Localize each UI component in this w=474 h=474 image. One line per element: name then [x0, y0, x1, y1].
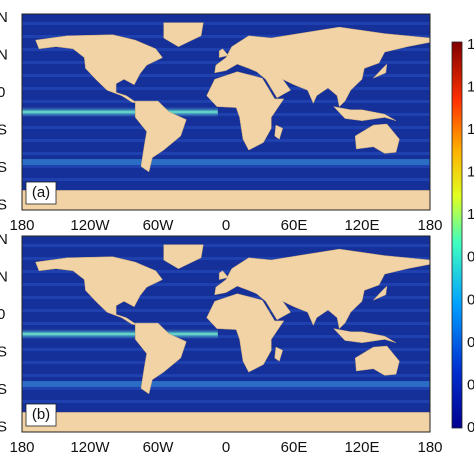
lon-label: 0: [222, 439, 230, 456]
landmass: [218, 270, 229, 280]
ocean-feature: [22, 361, 430, 364]
equatorial-band: [22, 328, 218, 340]
landmass: [332, 106, 397, 121]
lon-label: 180: [417, 439, 442, 456]
lat-label: 0: [0, 306, 5, 323]
lat-label: S: [0, 159, 7, 176]
panel-label: (b): [32, 406, 50, 423]
landmass: [354, 123, 400, 154]
landmass: [274, 124, 284, 140]
landmass: [206, 293, 285, 373]
landmass: [354, 345, 400, 376]
lon-label: 120W: [70, 217, 110, 234]
colorbar-label: 1: [467, 164, 474, 181]
landmass: [274, 346, 284, 362]
landmass: [163, 244, 204, 269]
ocean-feature: [22, 400, 430, 403]
ocean-feature: [22, 165, 430, 168]
lat-label: N: [0, 231, 8, 248]
lon-label: 60W: [143, 217, 175, 234]
equatorial-band: [22, 106, 218, 118]
ocean-feature: [22, 48, 430, 51]
landmass: [35, 34, 163, 104]
lon-label: 180: [417, 217, 442, 234]
landmass: [218, 48, 229, 58]
ocean-feature: [22, 22, 430, 25]
ocean-feature: [22, 348, 430, 351]
ocean-feature: [22, 178, 430, 181]
landmass: [373, 63, 388, 79]
landmass: [21, 190, 431, 211]
ocean-feature: [22, 270, 430, 273]
lon-label: 180: [9, 439, 34, 456]
colorbar-label: 1: [467, 206, 474, 223]
ocean-feature: [22, 35, 430, 38]
ocean-feature: [22, 374, 430, 377]
panel-label: (a): [32, 184, 50, 201]
landmass: [21, 412, 431, 433]
lat-label: S: [0, 196, 7, 213]
label-box: [25, 181, 57, 205]
lon-label: 120E: [344, 217, 379, 234]
ocean-feature: [22, 113, 430, 116]
lon-label: 120W: [70, 439, 110, 456]
ocean-feature: [22, 244, 430, 247]
lat-label: S: [0, 381, 7, 398]
lat-label: S: [0, 343, 7, 360]
panel-frame: [21, 235, 431, 433]
lon-label: 0: [222, 217, 230, 234]
landmass: [214, 248, 431, 330]
colorbar-labels: 1 1 1 1 1 0 0 0 0 0: [467, 36, 474, 436]
panel-frame: [21, 13, 431, 211]
ocean-feature: [22, 152, 430, 155]
colorbar-label: 1: [467, 36, 474, 53]
southern-band: [22, 159, 430, 166]
colorbar-label: 0: [467, 291, 474, 308]
lat-label: N: [0, 268, 8, 285]
landmass: [135, 322, 187, 395]
landmass: [135, 100, 187, 173]
ocean-feature: [22, 335, 430, 338]
colorbar-label: 0: [467, 249, 474, 266]
landmass: [206, 71, 285, 151]
ocean-feature: [22, 126, 430, 129]
colorbar-label: 1: [467, 121, 474, 138]
landmass: [332, 328, 397, 343]
colorbar: [451, 41, 463, 429]
southern-band: [22, 381, 430, 388]
lon-label: 120E: [344, 439, 379, 456]
label-box: [25, 403, 57, 427]
landmass: [163, 22, 204, 47]
landmass: [214, 26, 431, 108]
ocean-feature: [22, 139, 430, 142]
lon-label: 60W: [143, 439, 175, 456]
ocean-feature: [22, 257, 430, 260]
lat-label: N: [0, 9, 8, 26]
lat-label: N: [0, 46, 8, 63]
lat-label: 0: [0, 84, 5, 101]
colorbar-label: 0: [467, 419, 474, 436]
ocean-feature: [22, 387, 430, 390]
lon-label: 180: [9, 217, 34, 234]
colorbar-label: 1: [467, 79, 474, 96]
lat-label: S: [0, 418, 7, 435]
lon-label: 60E: [281, 439, 308, 456]
landmass: [373, 285, 388, 301]
colorbar-label: 0: [467, 376, 474, 393]
lat-label: S: [0, 121, 7, 138]
colorbar-label: 0: [467, 334, 474, 351]
lon-label: 60E: [281, 217, 308, 234]
landmass: [35, 256, 163, 326]
